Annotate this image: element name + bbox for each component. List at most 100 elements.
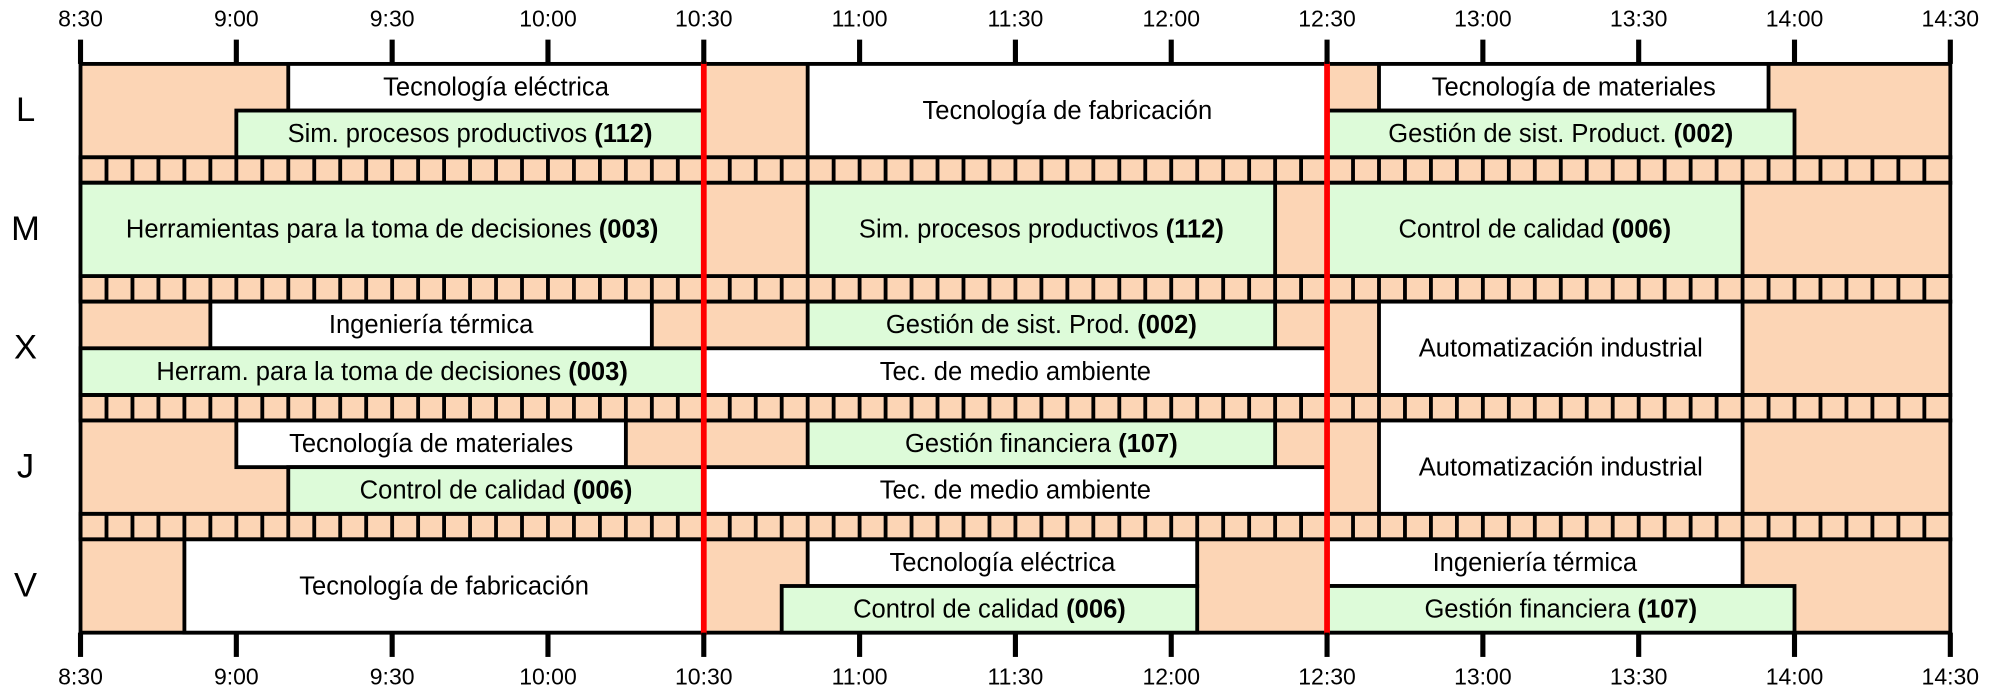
session-gap [1604, 215, 1611, 243]
session-code: (006) [573, 476, 633, 504]
session-code: (112) [1166, 215, 1224, 243]
session-name: Tecnología de fabricación [299, 572, 589, 600]
x-tick-label: 8:30 [58, 6, 103, 32]
x-tick-label: 10:30 [675, 664, 733, 690]
session-label: Control de calidad (006) [853, 595, 1126, 623]
session-label: Tec. de medio ambiente [880, 358, 1151, 386]
session-gap [566, 476, 573, 504]
session-label: Gestión de sist. Product. (002) [1388, 120, 1733, 148]
session-label: Automatización industrial [1419, 334, 1703, 362]
session-code: (006) [1612, 215, 1672, 243]
session-label: Herram. para la toma de decisiones (003) [156, 358, 627, 386]
session [1377, 418, 1745, 516]
session-code: (003) [599, 215, 659, 243]
session-label: Herramientas para la toma de decisiones … [126, 215, 659, 243]
session-code: (002) [1137, 311, 1197, 339]
session-label: Gestión de sist. Prod. (002) [886, 311, 1197, 339]
x-tick-label: 14:30 [1922, 6, 1980, 32]
session-name: Herramientas para la toma de decisiones [126, 215, 592, 243]
session-gap [561, 358, 568, 386]
x-tick-label: 9:30 [370, 6, 415, 32]
session [805, 418, 1278, 470]
session-label: Ingeniería térmica [1433, 549, 1638, 577]
x-tick-label: 11:00 [832, 6, 888, 32]
session [234, 108, 706, 160]
x-tick-label: 14:00 [1766, 664, 1824, 690]
session-label: Ingeniería térmica [329, 311, 534, 339]
x-tick-label: 10:30 [675, 6, 733, 32]
session-name: Tecnología eléctrica [383, 73, 610, 101]
x-tick-label: 10:00 [519, 664, 577, 690]
day-label: L [16, 91, 35, 129]
session-name: Control de calidad [360, 476, 566, 504]
session-name: Tecnología de materiales [1432, 73, 1716, 101]
session-label: Tecnología eléctrica [383, 73, 610, 101]
x-tick-label: 13:30 [1610, 6, 1668, 32]
session-gap [1111, 430, 1118, 458]
session [1325, 584, 1797, 635]
x-tick-label: 10:00 [519, 6, 577, 32]
x-tick-label: 12:30 [1298, 664, 1356, 690]
session [779, 584, 1200, 635]
session-gap [1667, 120, 1674, 148]
session-name: Automatización industrial [1419, 453, 1703, 481]
x-tick-label: 12:00 [1142, 6, 1200, 32]
session [805, 61, 1329, 160]
session-name: Gestión financiera [905, 430, 1112, 458]
session [1377, 61, 1771, 113]
x-tick-label: 12:00 [1142, 664, 1200, 690]
x-tick-label: 14:30 [1922, 664, 1980, 690]
session [208, 299, 654, 351]
session-name: Gestión de sist. Prod. [886, 311, 1130, 339]
session-label: Tecnología de materiales [289, 430, 573, 458]
session [805, 180, 1278, 278]
session-label: Tecnología eléctrica [890, 549, 1117, 577]
session-name: Gestión financiera [1424, 595, 1631, 623]
x-tick-label: 8:30 [58, 664, 103, 690]
session-gap [587, 120, 594, 148]
session-name: Herram. para la toma de decisiones [156, 358, 561, 386]
x-tick-label: 11:00 [832, 664, 888, 690]
session-code: (112) [594, 120, 652, 148]
session [1325, 537, 1745, 588]
session-gap [1630, 595, 1637, 623]
session-name: Tec. de medio ambiente [880, 476, 1151, 504]
session-label: Control de calidad (006) [360, 476, 633, 504]
session-label: Sim. procesos productivos (112) [859, 215, 1224, 243]
session-gap [1130, 311, 1137, 339]
x-tick-label: 11:30 [987, 6, 1043, 32]
day-label: V [14, 566, 37, 604]
session-name: Sim. procesos productivos [288, 120, 588, 148]
session [286, 465, 706, 516]
x-tick-label: 12:30 [1298, 6, 1356, 32]
session-name: Ingeniería térmica [329, 311, 534, 339]
session-label: Gestión financiera (107) [1424, 595, 1697, 623]
session-name: Tec. de medio ambiente [880, 358, 1151, 386]
x-tick-label: 9:00 [214, 6, 259, 32]
session-label: Sim. procesos productivos (112) [288, 120, 653, 148]
session-code: (006) [1066, 595, 1126, 623]
session-name: Ingeniería térmica [1433, 549, 1638, 577]
session-label: Control de calidad (006) [1398, 215, 1671, 243]
x-tick-label: 13:00 [1454, 6, 1512, 32]
x-tick-label: 14:00 [1766, 6, 1824, 32]
session-name: Control de calidad [1398, 215, 1604, 243]
session-gap [1159, 215, 1166, 243]
session-name: Sim. procesos productivos [859, 215, 1159, 243]
session-name: Tecnología de fabricación [922, 97, 1212, 125]
session-code: (002) [1674, 120, 1734, 148]
session-name: Tecnología de materiales [289, 430, 573, 458]
session-label: Automatización industrial [1419, 453, 1703, 481]
session [78, 180, 706, 278]
x-tick-label: 13:30 [1610, 664, 1668, 690]
x-tick-label: 9:30 [370, 664, 415, 690]
session-label: Tecnología de materiales [1432, 73, 1716, 101]
session [1325, 180, 1745, 278]
x-tick-label: 9:00 [214, 664, 259, 690]
day-label: M [11, 210, 40, 248]
day-label: X [14, 329, 37, 367]
x-tick-label: 11:30 [987, 664, 1043, 690]
session-name: Automatización industrial [1419, 334, 1703, 362]
session-label: Gestión financiera (107) [905, 430, 1178, 458]
